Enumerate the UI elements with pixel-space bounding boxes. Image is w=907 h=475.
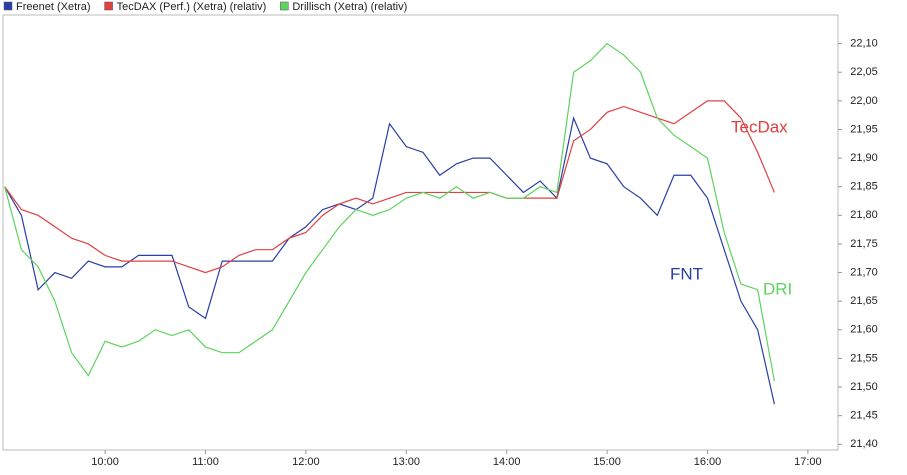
- x-tick-label: 11:00: [192, 456, 219, 468]
- y-tick-label: 21,45: [850, 410, 878, 422]
- y-tick-label: 22,00: [850, 95, 878, 107]
- x-tick-label: 13:00: [393, 456, 421, 468]
- legend-label: TecDAX (Perf.) (Xetra) (relativ): [117, 1, 267, 13]
- plot-area: [2, 14, 839, 451]
- y-tick-label: 21,90: [850, 152, 878, 164]
- y-tick-label: 21,70: [850, 266, 878, 278]
- y-tick-label: 21,60: [850, 324, 878, 336]
- legend-swatch: [3, 1, 13, 11]
- series-line: [4, 42, 776, 382]
- y-tick-label: 21,95: [850, 123, 878, 135]
- legend-swatch: [104, 1, 113, 11]
- x-tick-label: 10:00: [91, 456, 119, 468]
- x-tick-label: 15:00: [593, 456, 621, 468]
- y-tick-label: 22,10: [850, 38, 878, 50]
- y-tick-label: 21,80: [850, 209, 878, 221]
- legend-swatch: [280, 1, 289, 11]
- y-tick-label: 21,40: [850, 438, 878, 450]
- annotation: TecDax: [731, 117, 788, 136]
- x-tick-label: 14:00: [493, 456, 521, 468]
- legend-label: Freenet (Xetra): [16, 1, 91, 13]
- series-line: [4, 100, 775, 274]
- y-tick-label: 21,85: [850, 181, 878, 193]
- y-tick-label: 21,50: [850, 381, 878, 393]
- annotation: DRI: [763, 279, 792, 298]
- y-tick-label: 21,55: [850, 352, 878, 364]
- y-tick-label: 21,65: [850, 295, 878, 307]
- legend-label: Drillisch (Xetra) (relativ): [292, 1, 407, 13]
- x-tick-label: 16:00: [694, 456, 722, 468]
- annotation: FNT: [670, 264, 703, 283]
- x-tick-label: 12:00: [292, 456, 320, 468]
- y-tick-label: 22,05: [850, 66, 878, 78]
- series-line: [4, 116, 775, 405]
- y-tick-label: 21,75: [850, 238, 878, 250]
- x-tick-label: 17:00: [794, 456, 822, 468]
